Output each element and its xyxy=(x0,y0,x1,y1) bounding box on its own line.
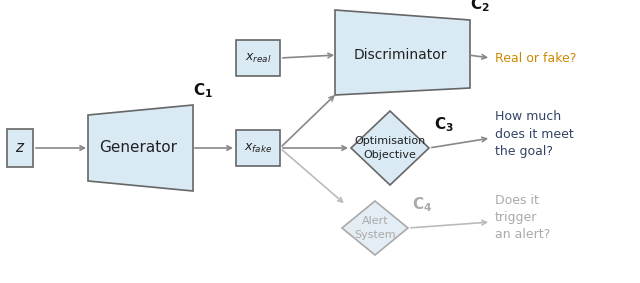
Text: $\mathbf{C_4}$: $\mathbf{C_4}$ xyxy=(412,195,432,214)
Text: How much
does it meet
the goal?: How much does it meet the goal? xyxy=(495,110,573,158)
Text: Optimisation: Optimisation xyxy=(355,136,426,146)
Text: $x_{real}$: $x_{real}$ xyxy=(244,52,271,65)
Polygon shape xyxy=(335,10,470,95)
Text: $\mathbf{C_2}$: $\mathbf{C_2}$ xyxy=(470,0,490,14)
Text: Discriminator: Discriminator xyxy=(353,48,447,62)
Text: Does it
trigger
an alert?: Does it trigger an alert? xyxy=(495,194,550,241)
Text: Objective: Objective xyxy=(364,150,417,160)
Text: Alert: Alert xyxy=(362,216,388,226)
Text: Generator: Generator xyxy=(99,140,177,155)
FancyBboxPatch shape xyxy=(236,130,280,166)
FancyBboxPatch shape xyxy=(236,40,280,76)
Text: $z$: $z$ xyxy=(15,140,25,155)
FancyBboxPatch shape xyxy=(7,129,33,167)
Text: $\mathbf{C_3}$: $\mathbf{C_3}$ xyxy=(434,115,454,134)
Text: Real or fake?: Real or fake? xyxy=(495,52,577,65)
Text: $x_{fake}$: $x_{fake}$ xyxy=(244,142,272,155)
Polygon shape xyxy=(351,111,429,185)
Text: $\mathbf{C_1}$: $\mathbf{C_1}$ xyxy=(193,81,213,100)
Polygon shape xyxy=(88,105,193,191)
Polygon shape xyxy=(342,201,408,255)
Text: System: System xyxy=(354,230,396,240)
